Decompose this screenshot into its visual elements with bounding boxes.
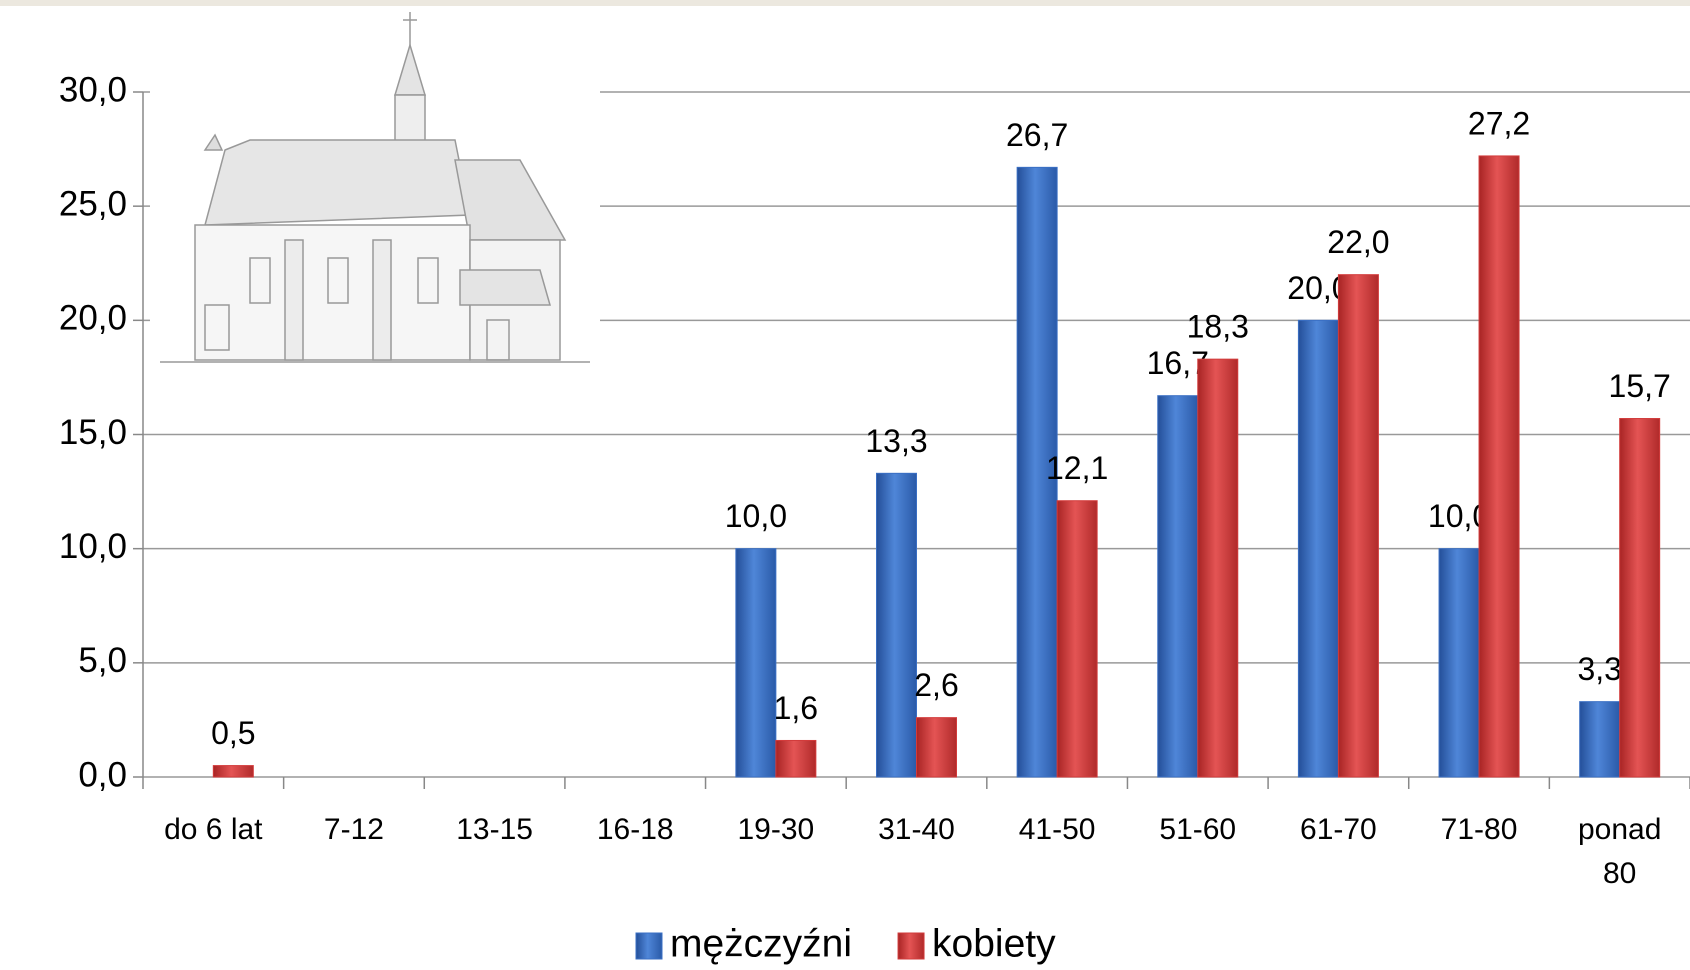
church-drawing bbox=[150, 6, 600, 376]
y-tick-label: 0,0 bbox=[78, 755, 127, 794]
x-tick-label: 19-30 bbox=[737, 813, 815, 846]
y-tick-label: 10,0 bbox=[59, 527, 127, 566]
data-label: 2,6 bbox=[914, 667, 958, 703]
bar bbox=[1157, 395, 1199, 778]
x-tick-label: 61-70 bbox=[1300, 813, 1377, 846]
bar bbox=[1579, 701, 1621, 778]
bar bbox=[1438, 548, 1480, 778]
legend-label: mężczyźni bbox=[670, 922, 852, 965]
bar bbox=[212, 765, 254, 778]
y-tick-label: 20,0 bbox=[59, 299, 127, 338]
bars: 0,510,01,613,32,626,712,116,718,320,022,… bbox=[211, 105, 1671, 778]
y-tick-label: 15,0 bbox=[59, 413, 127, 452]
data-label: 26,7 bbox=[1006, 117, 1068, 153]
data-label: 1,6 bbox=[774, 690, 818, 726]
data-label: 0,5 bbox=[211, 715, 255, 751]
data-label: 3,3 bbox=[1577, 651, 1621, 687]
bar bbox=[1297, 319, 1339, 778]
legend-swatch bbox=[897, 932, 925, 960]
data-label: 10,0 bbox=[725, 498, 787, 534]
bar bbox=[1478, 155, 1520, 778]
bar bbox=[1016, 166, 1058, 778]
x-tick-label: 13-15 bbox=[456, 813, 533, 846]
bar bbox=[1619, 418, 1661, 778]
bar bbox=[775, 739, 817, 778]
data-label: 12,1 bbox=[1046, 450, 1108, 486]
x-tick-label: 41-50 bbox=[1018, 813, 1096, 846]
bar bbox=[916, 717, 957, 778]
x-tick-label: 71-80 bbox=[1440, 813, 1518, 846]
data-label: 27,2 bbox=[1468, 105, 1530, 141]
x-tick-label: do 6 lat bbox=[164, 813, 263, 846]
bar bbox=[876, 472, 917, 778]
x-tick-label: ponad 80 bbox=[1577, 813, 1662, 890]
y-tick-label: 30,0 bbox=[59, 70, 127, 109]
bar bbox=[1197, 358, 1239, 778]
data-label: 18,3 bbox=[1187, 309, 1249, 345]
bar bbox=[735, 548, 777, 778]
data-label: 15,7 bbox=[1609, 368, 1671, 404]
y-tick-label: 25,0 bbox=[59, 184, 127, 223]
x-tick-label: 7-12 bbox=[323, 813, 384, 846]
top-strip bbox=[0, 0, 1690, 6]
legend-swatch bbox=[635, 932, 663, 960]
x-tick-label: 16-18 bbox=[596, 813, 674, 846]
bar bbox=[1056, 500, 1098, 778]
y-tick-label: 5,0 bbox=[78, 641, 127, 680]
data-label: 13,3 bbox=[865, 423, 927, 459]
x-tick-label: 51-60 bbox=[1159, 813, 1237, 846]
legend-label: kobiety bbox=[932, 922, 1056, 965]
data-label: 22,0 bbox=[1327, 224, 1389, 260]
bar bbox=[1337, 274, 1379, 778]
x-tick-label: 31-40 bbox=[878, 813, 955, 846]
